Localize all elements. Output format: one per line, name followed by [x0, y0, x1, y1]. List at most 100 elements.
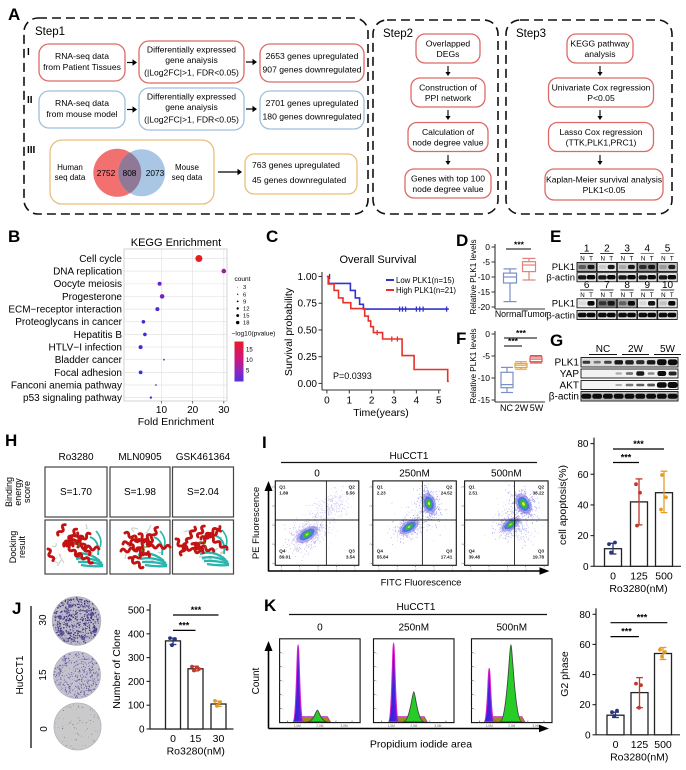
svg-text:Q4: Q4 [279, 549, 286, 554]
svg-text:√: √ [272, 561, 274, 565]
svg-text:YAP: YAP [560, 369, 580, 380]
svg-text:55.84: 55.84 [377, 555, 389, 560]
svg-text:0.25: 0.25 [298, 352, 318, 363]
svg-text:Kaplan-Meier survival analysis: Kaplan-Meier survival analysis [546, 174, 662, 184]
svg-text:3,0M: 3,0M [434, 724, 441, 728]
svg-text:***: *** [621, 453, 632, 463]
svg-text:0: 0 [39, 726, 50, 732]
svg-text:0: 0 [585, 730, 591, 741]
svg-text:√: √ [280, 567, 282, 571]
svg-text:count: count [235, 276, 251, 283]
svg-text:2.23: 2.23 [377, 491, 386, 496]
svg-text:seq data: seq data [55, 173, 86, 182]
svg-text:•: • [283, 680, 284, 683]
svg-text:PLK1: PLK1 [552, 299, 575, 310]
svg-text:-10: -10 [478, 272, 491, 282]
svg-text:Fold Enrichment: Fold Enrichment [138, 416, 215, 428]
svg-text:HTLV−I infection: HTLV−I infection [49, 342, 122, 353]
svg-text:***: *** [179, 620, 190, 630]
svg-text:N: N [621, 256, 625, 263]
svg-text:Oocyte meiosis: Oocyte meiosis [54, 279, 122, 290]
svg-text:***: *** [191, 605, 202, 615]
svg-text:PLK1<0.05: PLK1<0.05 [583, 185, 626, 195]
svg-text:500nM: 500nM [496, 623, 527, 634]
svg-text:-5: -5 [482, 351, 490, 361]
svg-text:0: 0 [317, 623, 323, 634]
svg-text:20: 20 [187, 405, 199, 416]
svg-text:Q1: Q1 [377, 485, 384, 490]
svg-text:Proteoglycans in cancer: Proteoglycans in cancer [15, 317, 122, 328]
svg-text:J: J [12, 599, 21, 618]
svg-text:√: √ [415, 567, 417, 571]
svg-text:15: 15 [246, 348, 253, 354]
svg-text:19.78: 19.78 [533, 555, 545, 560]
svg-text:500: 500 [128, 606, 145, 617]
svg-text:seq data: seq data [172, 173, 203, 182]
svg-text:T: T [670, 292, 674, 299]
svg-text:T: T [609, 292, 613, 299]
svg-text:Survival probability: Survival probability [283, 287, 295, 376]
svg-text:3: 3 [624, 244, 630, 255]
svg-text:√: √ [451, 567, 453, 571]
svg-text:(TTK,PLK1,PRC1): (TTK,PLK1,PRC1) [566, 137, 637, 147]
svg-text:gene anaiysis: gene anaiysis [165, 102, 218, 112]
svg-text:√: √ [369, 504, 371, 508]
svg-text:80: 80 [579, 610, 591, 621]
svg-text:Progesterone: Progesterone [62, 292, 122, 303]
svg-text:2653 genes upregulated: 2653 genes upregulated [266, 51, 359, 61]
svg-text:from mouse model: from mouse model [46, 109, 117, 119]
svg-text:Human: Human [57, 163, 83, 172]
svg-text:30: 30 [38, 614, 49, 626]
svg-text:√: √ [317, 567, 319, 571]
svg-text:•: • [475, 652, 476, 655]
svg-text:cell apoptosis(%): cell apoptosis(%) [557, 465, 569, 545]
svg-text:(|Log2FC|>1, FDR<0.05): (|Log2FC|>1, FDR<0.05) [144, 115, 239, 125]
svg-text:√: √ [378, 567, 380, 571]
svg-text:√: √ [461, 542, 463, 546]
svg-text:S=2.04: S=2.04 [187, 487, 219, 498]
svg-text:500: 500 [654, 739, 672, 751]
svg-text:√: √ [299, 567, 301, 571]
svg-text:PPI network: PPI network [425, 93, 472, 103]
svg-text:√: √ [433, 567, 435, 571]
svg-text:30: 30 [213, 733, 225, 745]
svg-text:•: • [377, 666, 378, 669]
svg-text:√: √ [369, 542, 371, 546]
svg-text:I: I [262, 433, 267, 452]
svg-text:HuCCT1: HuCCT1 [390, 451, 429, 462]
svg-text:Step2: Step2 [383, 28, 413, 40]
svg-text:0: 0 [170, 733, 176, 745]
svg-text:Number of Clone: Number of Clone [111, 629, 123, 709]
svg-text:MLN0905: MLN0905 [118, 452, 162, 463]
svg-text:Overlapped: Overlapped [426, 38, 471, 48]
svg-text:T: T [609, 256, 613, 263]
svg-text:2: 2 [369, 396, 375, 407]
svg-text:40: 40 [579, 670, 591, 681]
svg-text:T: T [670, 256, 674, 263]
svg-text:GSK461364: GSK461364 [176, 452, 231, 463]
svg-text:Q4: Q4 [377, 549, 384, 554]
svg-text:I: I [27, 47, 30, 58]
svg-text:•: • [475, 680, 476, 683]
svg-text:Fanconi anemia pathway: Fanconi anemia pathway [11, 380, 122, 391]
svg-text:45 genes downregulated: 45 genes downregulated [252, 175, 346, 185]
svg-text:125: 125 [630, 570, 648, 582]
svg-text:40: 40 [577, 500, 589, 511]
svg-text:5.56: 5.56 [346, 491, 355, 496]
svg-text:√: √ [525, 567, 527, 571]
svg-text:Genes with top 100: Genes with top 100 [411, 173, 485, 183]
svg-text:DNA replication: DNA replication [53, 267, 122, 278]
svg-text:7: 7 [604, 280, 610, 291]
svg-text:300: 300 [128, 653, 145, 664]
svg-text:Step3: Step3 [516, 28, 546, 40]
svg-text:5: 5 [665, 244, 671, 255]
svg-text:G: G [550, 331, 563, 350]
svg-text:√: √ [369, 523, 371, 527]
svg-text:DEGs: DEGs [437, 49, 460, 59]
svg-text:20: 20 [579, 700, 591, 711]
svg-text:√: √ [470, 567, 472, 571]
svg-text:C: C [266, 227, 278, 246]
svg-text:N: N [641, 292, 645, 299]
svg-text:√: √ [488, 567, 490, 571]
svg-text:RNA-seq data: RNA-seq data [55, 51, 109, 61]
